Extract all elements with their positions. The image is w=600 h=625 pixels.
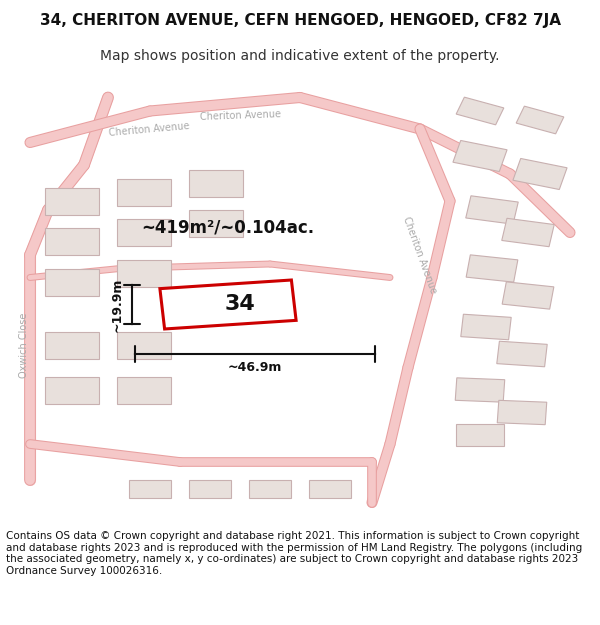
Polygon shape — [189, 480, 231, 498]
Polygon shape — [117, 376, 171, 404]
Polygon shape — [45, 228, 99, 255]
Text: Oxwich Close: Oxwich Close — [19, 312, 29, 378]
Polygon shape — [45, 331, 99, 359]
Polygon shape — [497, 341, 547, 367]
Polygon shape — [456, 97, 504, 125]
Polygon shape — [466, 255, 518, 282]
Polygon shape — [45, 269, 99, 296]
Text: 34: 34 — [224, 294, 256, 314]
Polygon shape — [117, 219, 171, 246]
Polygon shape — [117, 259, 171, 286]
Polygon shape — [466, 196, 518, 224]
Polygon shape — [456, 424, 504, 446]
Polygon shape — [129, 480, 171, 498]
Text: Cheriton Avenue: Cheriton Avenue — [108, 121, 190, 138]
Polygon shape — [45, 188, 99, 214]
Polygon shape — [117, 179, 171, 206]
Polygon shape — [516, 106, 564, 134]
Text: Cheriton Avenue: Cheriton Avenue — [401, 215, 439, 295]
Polygon shape — [189, 210, 243, 237]
Text: ~46.9m: ~46.9m — [228, 361, 282, 374]
Polygon shape — [249, 480, 291, 498]
Polygon shape — [502, 218, 554, 247]
Text: ~19.9m: ~19.9m — [110, 278, 124, 332]
Polygon shape — [117, 331, 171, 359]
Text: 34, CHERITON AVENUE, CEFN HENGOED, HENGOED, CF82 7JA: 34, CHERITON AVENUE, CEFN HENGOED, HENGO… — [40, 14, 560, 29]
Text: ~419m²/~0.104ac.: ~419m²/~0.104ac. — [142, 219, 314, 237]
Polygon shape — [461, 314, 511, 340]
Text: Map shows position and indicative extent of the property.: Map shows position and indicative extent… — [100, 49, 500, 63]
Polygon shape — [497, 401, 547, 424]
Polygon shape — [309, 480, 351, 498]
Polygon shape — [513, 159, 567, 189]
Text: Contains OS data © Crown copyright and database right 2021. This information is : Contains OS data © Crown copyright and d… — [6, 531, 582, 576]
Polygon shape — [189, 169, 243, 196]
Polygon shape — [502, 282, 554, 309]
Polygon shape — [453, 141, 507, 171]
Text: Cheriton Avenue: Cheriton Avenue — [199, 109, 281, 122]
Polygon shape — [45, 376, 99, 404]
Polygon shape — [455, 378, 505, 402]
